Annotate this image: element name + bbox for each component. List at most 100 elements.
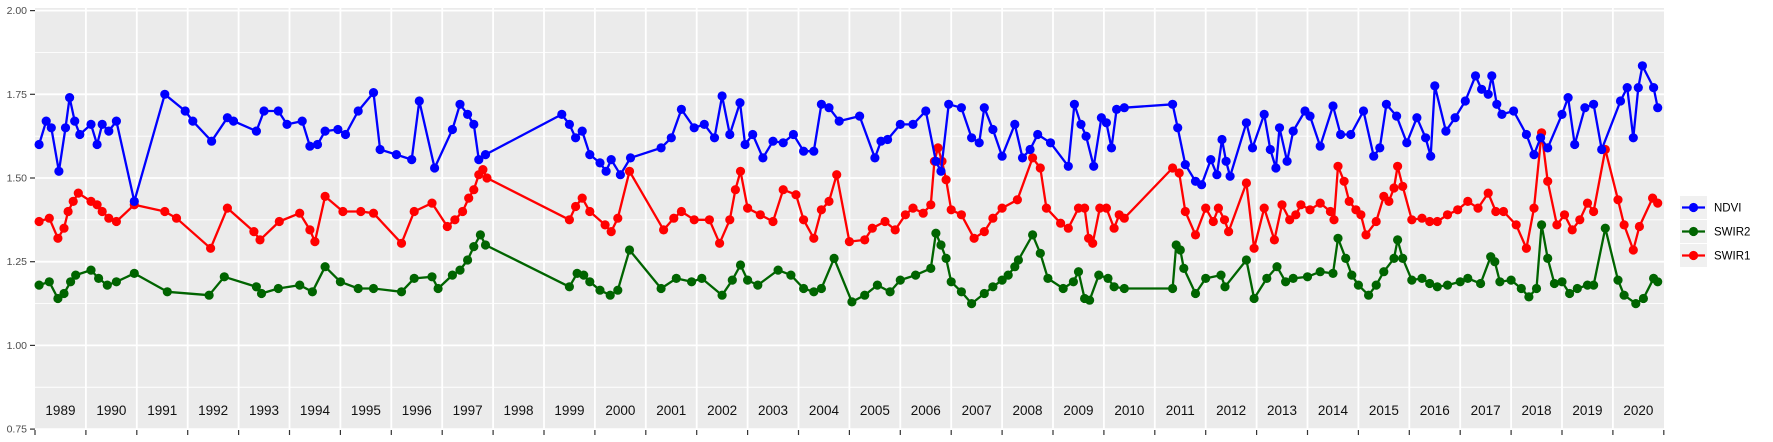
data-point-swir1 bbox=[427, 198, 437, 208]
data-point-swir1 bbox=[44, 213, 54, 223]
data-point-swir1 bbox=[1315, 198, 1325, 208]
data-point-swir2 bbox=[1524, 292, 1534, 302]
data-point-ndvi bbox=[1225, 171, 1235, 181]
data-point-swir1 bbox=[1249, 243, 1259, 253]
data-point-ndvi bbox=[1076, 119, 1086, 129]
data-point-ndvi bbox=[430, 163, 440, 173]
data-point-swir2 bbox=[1565, 288, 1575, 299]
data-point-swir1 bbox=[458, 206, 468, 217]
data-point-swir2 bbox=[697, 273, 707, 283]
data-point-ndvi bbox=[1106, 143, 1117, 153]
data-point-swir2 bbox=[1537, 220, 1547, 230]
data-point-ndvi bbox=[1637, 61, 1647, 71]
x-year-label: 1996 bbox=[402, 403, 432, 418]
data-point-swir1 bbox=[704, 215, 715, 225]
x-year-label: 1990 bbox=[96, 403, 126, 418]
data-point-swir2 bbox=[1549, 278, 1559, 289]
x-year-label: 1989 bbox=[45, 403, 75, 418]
data-point-swir1 bbox=[768, 216, 778, 227]
data-point-ndvi bbox=[1328, 101, 1338, 111]
data-point-swir2 bbox=[1432, 282, 1442, 292]
data-point-swir2 bbox=[1455, 277, 1465, 287]
data-point-swir1 bbox=[900, 210, 911, 220]
data-point-swir2 bbox=[335, 277, 345, 287]
data-point-ndvi bbox=[956, 103, 967, 113]
data-point-ndvi bbox=[944, 99, 954, 109]
data-point-ndvi bbox=[1477, 84, 1487, 94]
data-point-ndvi bbox=[228, 116, 239, 126]
data-point-swir2 bbox=[941, 253, 951, 263]
legend-label-swir2: SWIR2 bbox=[1714, 227, 1750, 239]
data-point-ndvi bbox=[931, 156, 941, 166]
data-point-swir2 bbox=[1398, 253, 1408, 263]
data-point-swir1 bbox=[1219, 215, 1230, 225]
data-point-ndvi bbox=[615, 170, 626, 180]
data-point-ndvi bbox=[1536, 133, 1546, 143]
data-point-swir1 bbox=[1095, 203, 1105, 213]
data-point-swir2 bbox=[1333, 233, 1343, 243]
data-point-swir2 bbox=[1347, 270, 1357, 280]
data-point-swir2 bbox=[1201, 273, 1211, 283]
data-point-ndvi bbox=[1492, 99, 1502, 109]
data-point-ndvi bbox=[1589, 99, 1599, 109]
data-point-swir2 bbox=[1531, 283, 1542, 294]
legend-key-point bbox=[1688, 226, 1699, 237]
data-point-swir1 bbox=[1356, 210, 1366, 220]
data-point-ndvi bbox=[1441, 126, 1451, 136]
data-point-swir2 bbox=[129, 268, 139, 278]
data-point-swir2 bbox=[1600, 223, 1610, 233]
data-point-swir2 bbox=[936, 240, 946, 250]
data-point-ndvi bbox=[129, 196, 139, 206]
data-point-swir1 bbox=[1035, 163, 1045, 173]
data-point-ndvi bbox=[1580, 103, 1590, 113]
data-point-swir2 bbox=[1442, 280, 1453, 290]
x-year-label: 2009 bbox=[1063, 403, 1093, 418]
data-point-swir1 bbox=[1277, 200, 1287, 210]
data-point-swir2 bbox=[1216, 270, 1226, 280]
data-point-swir2 bbox=[273, 283, 283, 294]
data-point-swir2 bbox=[447, 270, 457, 280]
data-point-ndvi bbox=[60, 123, 71, 133]
data-point-swir1 bbox=[860, 235, 870, 245]
data-point-swir2 bbox=[1638, 293, 1648, 304]
x-year-label: 2017 bbox=[1471, 403, 1501, 418]
data-point-swir2 bbox=[1476, 278, 1486, 289]
data-point-ndvi bbox=[740, 139, 750, 150]
data-point-swir1 bbox=[791, 190, 801, 200]
data-point-swir2 bbox=[926, 263, 936, 273]
data-point-swir1 bbox=[890, 225, 900, 235]
data-point-ndvi bbox=[104, 126, 114, 136]
data-point-ndvi bbox=[1168, 99, 1178, 109]
data-point-swir2 bbox=[816, 283, 827, 294]
data-point-swir1 bbox=[68, 196, 78, 206]
data-point-swir2 bbox=[624, 245, 635, 255]
data-point-swir2 bbox=[1589, 280, 1599, 290]
data-point-swir1 bbox=[1529, 203, 1539, 213]
legend-label-swir1: SWIR1 bbox=[1714, 251, 1750, 263]
data-point-swir2 bbox=[1179, 263, 1189, 273]
x-year-label: 2016 bbox=[1420, 403, 1450, 418]
data-point-ndvi bbox=[564, 119, 575, 129]
data-point-ndvi bbox=[1529, 150, 1539, 160]
data-point-swir2 bbox=[1035, 248, 1045, 258]
data-point-swir1 bbox=[1119, 213, 1129, 223]
data-point-ndvi bbox=[469, 119, 479, 129]
x-year-label: 2007 bbox=[962, 403, 992, 418]
data-point-swir2 bbox=[656, 283, 666, 294]
data-point-ndvi bbox=[75, 129, 85, 140]
data-point-ndvi bbox=[1173, 123, 1183, 133]
data-point-ndvi bbox=[735, 98, 745, 108]
data-point-ndvi bbox=[1206, 155, 1216, 165]
data-point-swir2 bbox=[1068, 277, 1078, 287]
data-point-swir1 bbox=[1224, 227, 1234, 237]
data-point-ndvi bbox=[1570, 139, 1580, 150]
data-point-ndvi bbox=[1033, 129, 1043, 140]
data-point-swir1 bbox=[1521, 243, 1531, 253]
data-point-ndvi bbox=[1315, 141, 1325, 151]
x-year-label: 2013 bbox=[1267, 403, 1297, 418]
data-point-ndvi bbox=[251, 126, 261, 136]
data-point-swir1 bbox=[735, 166, 746, 176]
data-point-ndvi bbox=[1081, 131, 1091, 141]
data-point-ndvi bbox=[368, 88, 379, 98]
data-point-ndvi bbox=[340, 129, 351, 140]
